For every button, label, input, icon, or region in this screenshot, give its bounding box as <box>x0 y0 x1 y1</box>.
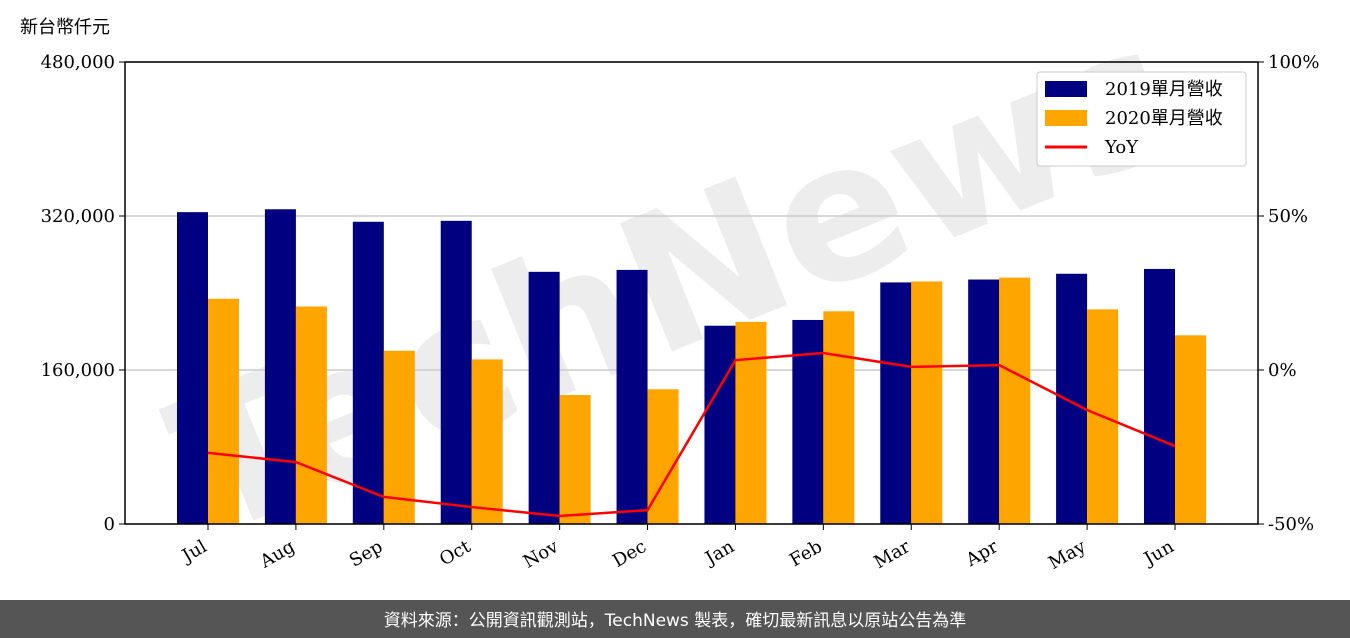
bar <box>471 359 503 524</box>
x-tick-label: Dec <box>609 536 650 572</box>
x-tick-label: Mar <box>871 536 915 573</box>
y-tick-label: 480,000 <box>41 52 115 73</box>
bar <box>792 319 824 524</box>
bar <box>1175 335 1206 524</box>
y2-tick-label: -50% <box>1268 514 1314 535</box>
x-tick-label: Apr <box>962 536 1002 571</box>
legend-box <box>1036 71 1247 167</box>
bar <box>1056 273 1088 524</box>
footer-text: 資料來源：公開資訊觀測站，TechNews 製表，確切最新訊息以原站公告為準 <box>384 611 966 631</box>
bar <box>383 350 415 524</box>
bar <box>616 269 648 524</box>
bar <box>264 209 296 524</box>
bar <box>559 395 591 524</box>
x-tick-label: Jun <box>1139 536 1178 571</box>
legend-label: 2019單月營收 <box>1105 79 1223 100</box>
x-tick-label: Oct <box>436 536 475 571</box>
bar <box>968 279 1000 524</box>
bar <box>911 281 943 524</box>
y2-tick-label: 50% <box>1268 206 1308 227</box>
y-tick-label: 0 <box>104 514 115 535</box>
bar <box>295 306 327 524</box>
bar <box>999 277 1031 524</box>
bar <box>208 298 239 524</box>
legend-swatch <box>1045 110 1087 126</box>
y2-tick-label: 100% <box>1268 52 1319 73</box>
bar <box>735 321 767 524</box>
legend-label: 2020單月營收 <box>1105 108 1223 129</box>
x-tick-label: Nov <box>520 536 563 573</box>
y-tick-label: 160,000 <box>41 360 115 381</box>
legend-swatch <box>1045 81 1087 97</box>
bar <box>823 311 855 524</box>
bar <box>440 220 472 524</box>
bar <box>352 221 384 524</box>
bar <box>177 212 208 524</box>
footer-bar <box>0 600 1350 638</box>
bar <box>880 282 912 524</box>
x-tick-label: Jan <box>700 536 738 570</box>
plot-frame <box>124 61 1259 525</box>
bar <box>704 325 736 524</box>
y-tick-label: 320,000 <box>41 206 115 227</box>
x-tick-label: May <box>1045 536 1090 574</box>
bar <box>528 271 560 524</box>
line <box>207 351 1176 518</box>
bar <box>1144 268 1175 524</box>
y2-tick-label: 0% <box>1268 360 1297 381</box>
x-tick-label: Sep <box>346 536 386 571</box>
legend-label: YoY <box>1104 137 1139 158</box>
x-tick-label: Jul <box>177 536 211 568</box>
y-axis-label: 新台幣仟元 <box>20 17 110 38</box>
x-tick-label: Feb <box>786 536 826 571</box>
